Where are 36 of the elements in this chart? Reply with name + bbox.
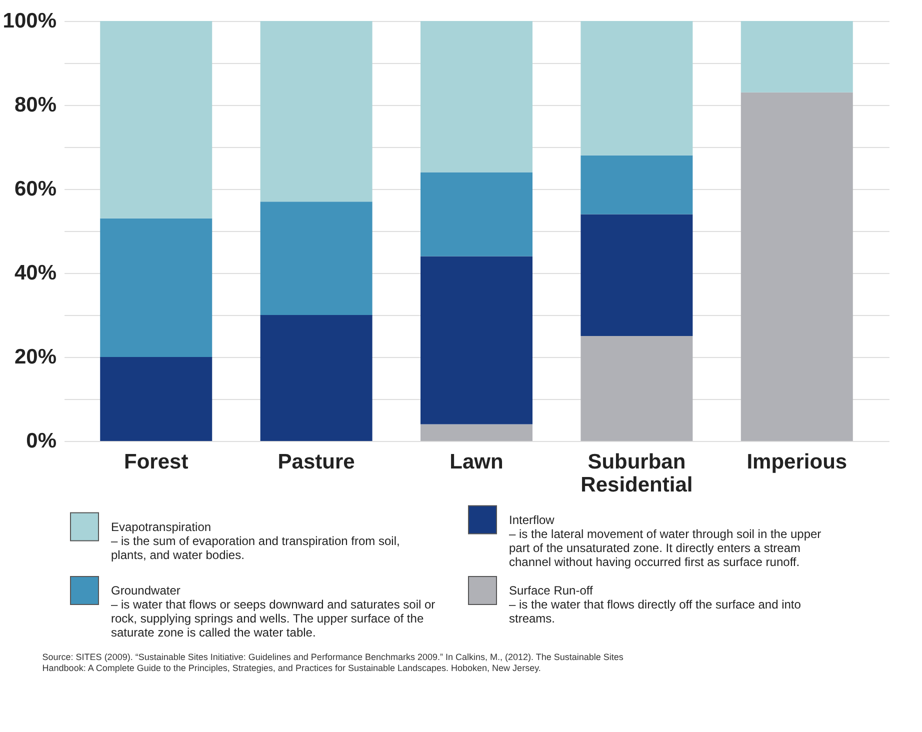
bar	[420, 172, 532, 256]
legend-label: Evapotranspiration	[111, 520, 212, 534]
bar	[580, 214, 693, 336]
source-note: Source: SITES (2009). “Sustainable Sites Initiative: Guidelines and Performance Benchmarks 2009.” In Calkins, M., (2012). The Sustainable Sites Handbook: A Complete Guide to the Principles, Strategies, and Practices for Sustainable Landscapes. Hoboken, New Jersey.	[42, 652, 624, 673]
bar	[260, 315, 372, 441]
bar	[420, 256, 532, 424]
y-tick-label: 20%	[14, 346, 57, 368]
bar	[100, 21, 212, 218]
bar	[420, 424, 532, 441]
bar	[580, 336, 693, 441]
y-tick-label: 100%	[2, 10, 57, 32]
text: – is the sum of evaporation and transpiration from soil, plants, and water bodies.	[111, 534, 400, 562]
bar	[100, 218, 212, 357]
x-tick-label: Imperious	[746, 450, 848, 474]
bar	[420, 21, 532, 172]
bar	[580, 155, 693, 214]
y-tick-label: 60%	[14, 178, 57, 200]
bar	[740, 21, 853, 92]
text: – is the lateral movement of water through soil in the upper part of the unsaturated zone. It directly enters a stream channel without having occurred first as surface runoff.	[509, 526, 822, 569]
bar	[260, 21, 372, 202]
x-tick-label: Pasture	[278, 450, 355, 474]
y-tick-label: 80%	[14, 94, 57, 116]
x-tick-label: Suburban Residential	[580, 450, 693, 496]
legend-label: Groundwater	[111, 584, 180, 598]
text: – is water that flows or seeps downward and saturates soil or rock, supplying springs and wells. The upper surface of the saturate zone is called the water table.	[111, 598, 436, 640]
y-tick-label: 40%	[14, 262, 57, 284]
bar	[580, 21, 693, 156]
bar	[100, 357, 212, 441]
y-tick-label: 0%	[26, 430, 57, 452]
bar	[740, 92, 853, 441]
x-tick-label: Lawn	[450, 450, 504, 474]
legend-label: Interflow	[509, 512, 555, 527]
legend-label: Surface Run-off	[509, 584, 594, 598]
x-tick-label: Forest	[124, 450, 188, 474]
text: – is the water that flows directly off the surface and into streams.	[509, 598, 802, 626]
bar	[260, 202, 372, 315]
